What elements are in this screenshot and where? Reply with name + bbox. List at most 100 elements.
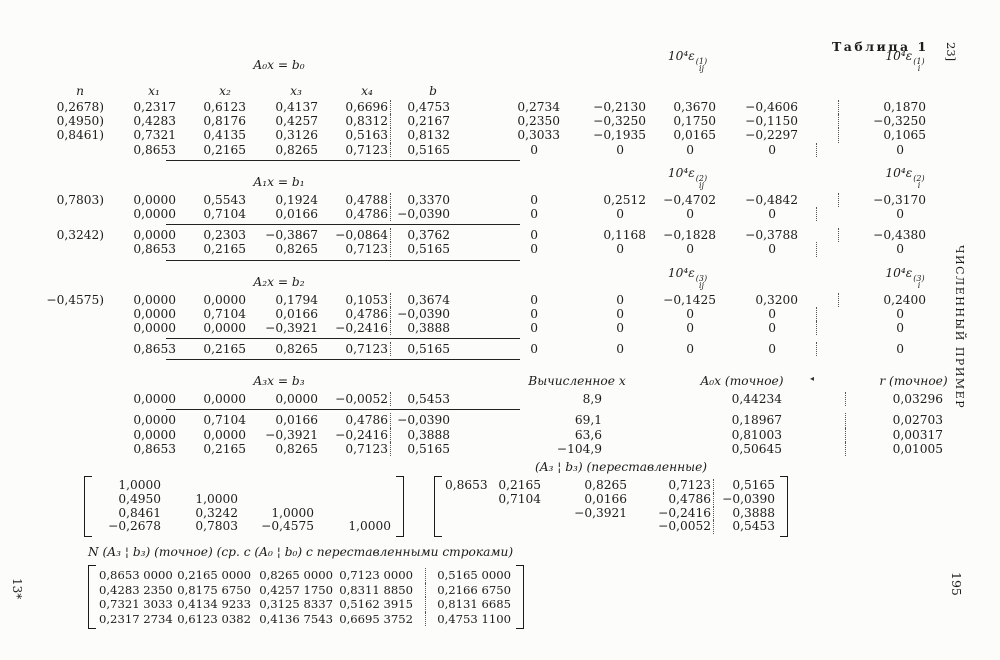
- table-row: 0,0000 0,0000 0,0000 −0,0052 0,5453 8,9 0,4423…: [30, 392, 1000, 407]
- table-cell: [30, 321, 106, 335]
- table-cell: 0: [530, 192, 538, 207]
- table-cell: 0: [768, 306, 776, 321]
- table-cell: [487, 520, 543, 534]
- table-cell: 0,0000: [203, 320, 246, 335]
- table-cell: −0,2297: [745, 128, 798, 143]
- table-cell: 0,2512: [603, 192, 646, 207]
- table-cell: 0: [686, 306, 694, 321]
- table-row: 0,7803) 0,0000 0,5543 0,1924 0,4788 0,3370 0 0,…: [30, 192, 1000, 207]
- table-cell: [240, 493, 316, 507]
- table-row: 0,8653 0,2165 0,8265 0,7123 0,5165 −104,9 0,50…: [30, 441, 1000, 456]
- col-header-x3: x₃: [290, 84, 302, 98]
- table-cell: −0,1828: [663, 228, 716, 243]
- table-row: 0,0000 0,7104 0,0166 0,4786 −0,0390 0 0 0 0 0: [30, 206, 1000, 222]
- table-cell: 0,7123: [345, 142, 388, 157]
- table-cell: 0,4788: [345, 192, 388, 207]
- table-cell: 0,0000: [133, 320, 176, 335]
- table-cell: 0: [530, 292, 538, 307]
- equation-title-a0: A₀x = b₀: [253, 58, 305, 72]
- table-cell: 0: [616, 206, 624, 221]
- table-cell: −0,0390: [390, 306, 452, 321]
- table-cell: 0,0165: [673, 128, 716, 143]
- table-cell: 63,6: [574, 427, 602, 442]
- block-a3-title-row: A₃x = b₃ Вычисленное x A₀x (точное) r (т…: [30, 366, 1000, 388]
- table-cell: −0,1935: [593, 128, 646, 143]
- block-a3-rows-upper: 0,0000 0,0000 0,0000 −0,0052 0,5453 8,9 0,4423…: [30, 392, 1000, 407]
- table-cell: −0,0390: [713, 492, 777, 507]
- table-cell: 0,8461: [118, 505, 161, 520]
- table-cell: 0: [768, 342, 776, 357]
- eps-i-1-header: 10⁴ε (1) i: [885, 49, 925, 73]
- table-label: Таблица 1: [832, 39, 929, 54]
- table-cell: 0: [530, 142, 538, 157]
- table-cell: 0: [816, 206, 906, 222]
- table-cell: −0,4575): [46, 292, 104, 307]
- table-cell: 0,1924: [275, 192, 318, 207]
- table-cell: 0,5165: [713, 478, 777, 493]
- table-cell: [445, 493, 487, 507]
- permuted-matrix: 0,8653 0,2165 0,8265 0,7123 0,5165 0,7104 0,01…: [434, 476, 788, 538]
- table-cell: 0,8653 0000: [99, 568, 173, 583]
- table-cell: 0: [530, 228, 538, 243]
- table-cell: 0,2165: [203, 242, 246, 257]
- table-cell: 0,1750: [673, 114, 716, 129]
- table-cell: 0: [530, 306, 538, 321]
- table-row: 0,0000 0,7104 0,0166 0,4786 −0,0390 69,1 0,189…: [30, 413, 1000, 428]
- table-cell: 0,4283: [133, 114, 176, 129]
- table-cell: 0: [768, 142, 776, 157]
- table-cell: 0,3370: [390, 192, 452, 207]
- table-cell: 0: [768, 320, 776, 335]
- col-header-b: b: [429, 84, 437, 98]
- table-cell: 0,5165: [390, 142, 452, 157]
- table-row: 0,8653 0000 0,2165 0000 0,8265 0000 0,7123 …: [99, 568, 513, 583]
- table-row: 0,7321 3033 0,4134 9233 0,3125 8337 0,5162 …: [99, 597, 513, 612]
- table-cell: [30, 207, 106, 221]
- table-cell: 0: [616, 242, 624, 257]
- table-cell: [163, 479, 240, 493]
- table-cell: 0,0166: [275, 306, 318, 321]
- table-cell: 0,7104: [498, 491, 541, 506]
- table-cell: 0: [686, 206, 694, 221]
- table-cell: 0: [686, 242, 694, 257]
- table-cell: 0,7321 3033: [99, 597, 173, 612]
- horizontal-rule: [166, 359, 520, 361]
- table-cell: 0,8653: [445, 478, 488, 492]
- table-row: −0,2678 0,7803 −0,4575 1,0000: [95, 520, 393, 534]
- table-row: 0,8653 0,2165 0,8265 0,7123 0,5165 0 0 0 0 0: [30, 142, 1000, 157]
- table-cell: 0,8175 6750: [177, 582, 251, 597]
- table-cell: −0,0864: [335, 228, 388, 243]
- table-cell: 0,5165: [390, 342, 452, 357]
- table-cell: −0,2416: [335, 427, 388, 442]
- table-cell: 8,9: [582, 392, 602, 407]
- table-cell: 0,0000: [133, 206, 176, 221]
- table-cell: −0,0052: [658, 519, 711, 534]
- col-header-x1: x₁: [148, 84, 160, 98]
- table-cell: 0,2317: [133, 100, 176, 114]
- table-cell: 0,0000: [133, 413, 176, 428]
- table-cell: 0,0166: [275, 206, 318, 221]
- table-cell: [30, 307, 106, 321]
- table-cell: −0,4380: [838, 228, 928, 243]
- table-cell: 0,7123: [345, 242, 388, 257]
- table-cell: 0,0000: [203, 292, 246, 307]
- table-cell: [487, 507, 543, 521]
- right-bracket: [396, 476, 404, 538]
- table-cell: 0: [686, 142, 694, 157]
- table-cell: 0,4134 9233: [177, 597, 251, 612]
- equation-title-a3: A₃x = b₃: [253, 374, 305, 389]
- table-cell: [30, 143, 106, 157]
- eps-i-2-header: 10⁴ε (2) i: [885, 165, 925, 190]
- table-cell: 1,0000: [271, 505, 314, 520]
- table-cell: 0: [768, 242, 776, 257]
- equation-title-a2: A₂x = b₂: [253, 274, 305, 289]
- table-cell: 0,3125 8337: [259, 597, 333, 612]
- eps-ij-1-header: 10⁴ε (1) ij: [667, 49, 708, 73]
- table-row: −0,0052 0,5453: [445, 519, 777, 535]
- table-cell: [30, 342, 106, 356]
- table-cell: 0,5165: [390, 242, 452, 257]
- horizontal-rule: [166, 409, 520, 411]
- table-cell: 1,0000: [195, 491, 238, 506]
- table-cell: [543, 520, 629, 534]
- table-cell: −0,4575: [261, 519, 314, 534]
- exact-matrix-caption: N (A₃ ¦ b₃) (точное) (ср. с (A₀ ¦ b₀) с …: [88, 545, 514, 560]
